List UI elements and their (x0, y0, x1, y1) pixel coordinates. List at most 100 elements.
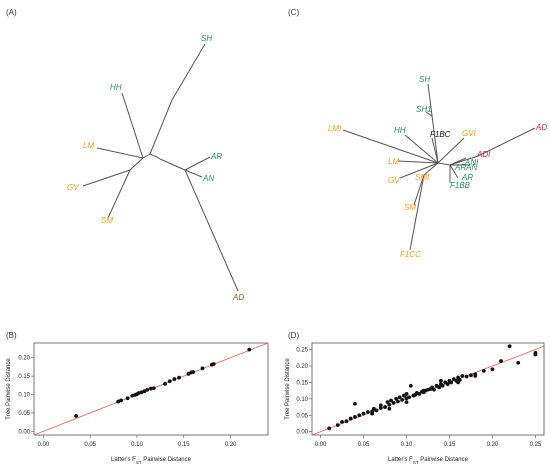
data-point (507, 344, 512, 349)
scatter-d-xlabel: Latter's FST Pairwise Distance (388, 457, 469, 465)
tree-c-tip-ani: ANI (464, 158, 479, 167)
data-point (456, 380, 460, 385)
data-point (344, 419, 349, 424)
y-tick-label: 0.25 (296, 348, 308, 354)
data-point (449, 380, 454, 385)
tree-a-tip-an: AN (202, 174, 214, 183)
x-tick-label: 0.05 (358, 442, 370, 448)
data-point (404, 400, 409, 405)
data-point (445, 382, 450, 386)
tree-c-tip-ar: AR (461, 173, 473, 182)
scatter-d-ylabel: Tree Pairwise Distance (285, 358, 291, 420)
scatter-d-points (327, 344, 538, 431)
data-point (177, 375, 181, 380)
y-tick-label: 0.00 (296, 430, 308, 436)
tree-c-branch-core (437, 162, 451, 166)
tree-a-branch-ar-an (159, 158, 186, 171)
data-point (74, 413, 79, 418)
data-point (378, 403, 383, 408)
data-point (407, 395, 411, 400)
tree-c-tip-sm: SM (404, 203, 416, 212)
x-tick-label: 0.15 (178, 442, 190, 448)
y-tick-label: 0.15 (18, 374, 30, 380)
tree-a-branch-an (184, 169, 203, 178)
data-point (335, 423, 340, 428)
data-point (417, 392, 422, 396)
tree-a-branch-ad (184, 169, 239, 292)
data-point (437, 385, 442, 390)
data-point (353, 401, 357, 406)
tree-c-tip-aran: ARAN (454, 163, 477, 172)
tree-a-tip-sh: SH (201, 34, 212, 43)
x-tick-label: 0.20 (225, 442, 237, 448)
data-point (186, 372, 191, 376)
data-point (481, 369, 486, 373)
data-point (387, 402, 392, 407)
tree-c-tip-adi: ADI (476, 150, 491, 159)
y-tick-label: 0.10 (18, 393, 30, 399)
x-tick-label: 0.05 (84, 442, 96, 448)
scatter-b-frame (33, 342, 269, 436)
tree-c-tip-gv: GV (388, 176, 400, 185)
data-point (400, 397, 405, 402)
tree-a-tip-sm: SM (101, 216, 113, 225)
tree-c-branch-gv (399, 162, 439, 179)
panel-label-d: (D) (288, 331, 299, 340)
tree-a-branch-sm-gv (129, 157, 144, 171)
scatter-b-points (74, 347, 252, 418)
tree-a-center-branch (142, 153, 161, 160)
tree-a-tip-lm: LM (83, 141, 94, 150)
tree-a-branch-hh (121, 92, 144, 159)
tree-c: SH SH1 HH F1BC LMI LM GV SMI SM F1CC GVI… (328, 75, 547, 259)
tree-a-branch-sm (107, 169, 131, 219)
data-point (119, 398, 123, 403)
x-tick-label: 0.10 (401, 442, 413, 448)
tree-a-branch-sh (149, 99, 173, 155)
data-point (499, 359, 503, 363)
data-point (389, 398, 393, 403)
panel-label-b: (B) (6, 331, 17, 340)
y-tick-label: 0.15 (296, 380, 308, 386)
data-point (440, 383, 445, 388)
tree-c-branch-sh (427, 83, 439, 164)
data-point (151, 386, 156, 391)
data-point (404, 392, 409, 396)
y-tick-label: 0.00 (18, 429, 30, 435)
tree-a-branch-sh-tip (171, 43, 206, 101)
tree-a-tip-ar: AR (210, 152, 222, 161)
data-point (370, 411, 375, 416)
y-tick-label: 0.05 (18, 411, 30, 417)
data-point (533, 352, 538, 357)
data-point (163, 381, 167, 386)
data-point (460, 373, 465, 378)
scatter-d-yticks: 0.00 0.05 0.10 0.15 0.20 0.25 (296, 348, 312, 436)
tree-c-tip-sh: SH (419, 75, 430, 84)
panel-label-c: (C) (288, 8, 299, 17)
tree-c-branch-smi (423, 162, 439, 176)
data-point (365, 410, 370, 414)
tree-c-tip-hh: HH (394, 126, 406, 135)
tree-c-branch-ar (449, 164, 459, 179)
data-point (473, 373, 478, 378)
tree-a-branch-gv (82, 169, 131, 187)
y-tick-label: 0.05 (296, 413, 308, 419)
data-point (348, 416, 353, 421)
data-point (247, 347, 252, 352)
scatter-b-yticks: 0.00 0.05 0.10 0.15 0.20 (18, 356, 34, 435)
data-point (200, 366, 205, 371)
data-point (432, 387, 436, 392)
data-point (340, 419, 344, 424)
tree-a-branch-ar (184, 156, 211, 171)
data-point (408, 383, 413, 388)
tree-a-tip-hh: HH (110, 83, 122, 92)
x-tick-label: 0.00 (315, 442, 327, 448)
data-point (397, 395, 402, 400)
tree-a-tip-ad: AD (232, 293, 244, 302)
data-point (396, 399, 400, 404)
x-tick-label: 0.15 (444, 442, 456, 448)
data-point (211, 362, 216, 366)
tree-c-tip-gvi: GVI (462, 129, 477, 138)
data-point (378, 406, 383, 410)
data-point (191, 370, 196, 374)
